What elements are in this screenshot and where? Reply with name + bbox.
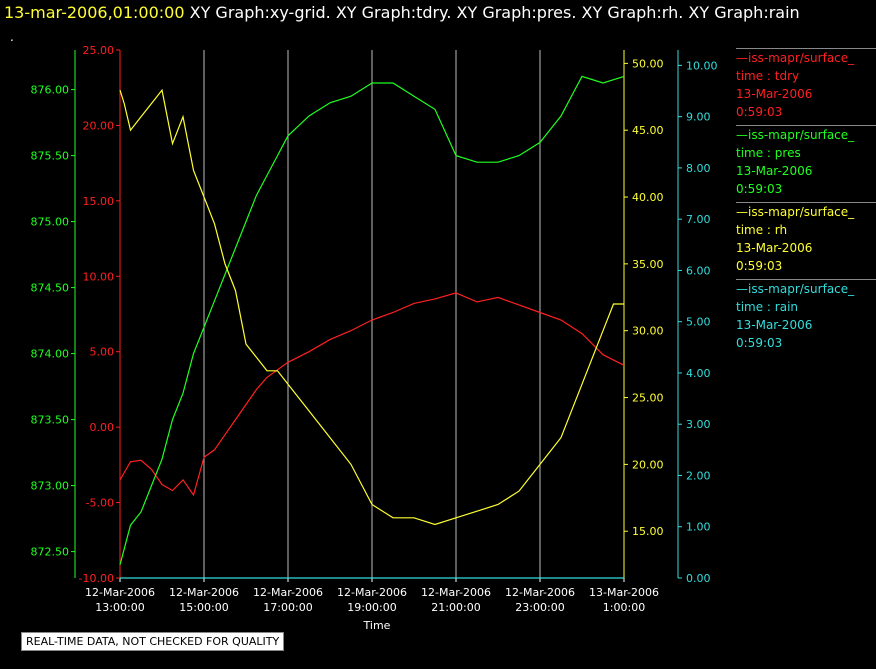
series-line-tdry (119, 292, 625, 497)
y-tick-label-tdry: 5.00 (90, 346, 115, 359)
x-axis-label: Time (363, 619, 391, 632)
legend-entry-0: —iss-mapr/surface_time : tdry 13-Mar-2006… (736, 48, 876, 121)
header-dot: . (10, 30, 14, 44)
y-tick-label-rain: 1.00 (686, 521, 711, 534)
y-tick-label-rain: 0.00 (686, 572, 711, 585)
y-tick-label-rh: 35.00 (632, 258, 664, 271)
y-tick-label-tdry: 20.00 (83, 119, 115, 132)
x-tick-time: 13:00:00 (95, 601, 144, 614)
legend-line1: —iss-mapr/surface_ (736, 282, 855, 296)
y-tick-label-rh: 25.00 (632, 392, 664, 405)
legend-line2: time : pres (736, 146, 801, 160)
y-tick-label-rain: 9.00 (686, 111, 711, 124)
legend-line3: 13-Mar-2006 (736, 241, 813, 255)
y-tick-label-pres: 873.50 (31, 414, 70, 427)
x-tick-time: 23:00:00 (515, 601, 564, 614)
x-tick-date: 12-Mar-2006 (421, 586, 491, 599)
legend-line3: 13-Mar-2006 (736, 318, 813, 332)
y-tick-label-rh: 30.00 (632, 325, 664, 338)
legend-line3: 13-Mar-2006 (736, 87, 813, 101)
x-tick-date: 12-Mar-2006 (337, 586, 407, 599)
legend-line1: —iss-mapr/surface_ (736, 205, 855, 219)
x-tick-time: 19:00:00 (347, 601, 396, 614)
y-tick-label-pres: 876.00 (31, 84, 70, 97)
y-tick-label-rh: 15.00 (632, 525, 664, 538)
y-tick-label-rh: 50.00 (632, 57, 664, 70)
legend-line2: time : rh (736, 223, 788, 237)
legend-entry-3: —iss-mapr/surface_time : rain 13-Mar-2006… (736, 279, 876, 352)
y-tick-label-pres: 872.50 (31, 546, 70, 559)
legend-line1: —iss-mapr/surface_ (736, 51, 855, 65)
y-tick-label-rain: 3.00 (686, 418, 711, 431)
x-tick-date: 13-Mar-2006 (589, 586, 659, 599)
y-tick-label-pres: 873.00 (31, 480, 70, 493)
legend-line4: 0:59:03 (736, 105, 783, 119)
legend-line3: 13-Mar-2006 (736, 164, 813, 178)
y-tick-label-rain: 8.00 (686, 162, 711, 175)
legend: —iss-mapr/surface_ time : tdry 13-Mar-2006… (736, 48, 876, 356)
x-tick-time: 17:00:00 (263, 601, 312, 614)
y-tick-label-tdry: 25.00 (83, 44, 115, 57)
legend-line2: time : tdry (736, 69, 800, 83)
x-tick-date: 12-Mar-2006 (505, 586, 575, 599)
series-line-rh (119, 88, 624, 526)
y-tick-label-tdry: 15.00 (83, 195, 115, 208)
legend-line4: 0:59:03 (736, 259, 783, 273)
y-tick-label-pres: 874.00 (31, 348, 70, 361)
y-tick-label-pres: 874.50 (31, 282, 70, 295)
y-tick-label-tdry: -10.00 (79, 572, 114, 585)
y-tick-label-rain: 7.00 (686, 213, 711, 226)
y-tick-label-tdry: -5.00 (86, 497, 114, 510)
x-tick-time: 21:00:00 (431, 601, 480, 614)
header-datetime: 13-mar-2006,01:00:00 (4, 3, 185, 22)
y-tick-label-pres: 875.50 (31, 150, 70, 163)
y-tick-label-rain: 4.00 (686, 367, 711, 380)
legend-line2: time : rain (736, 300, 799, 314)
legend-entry-2: —iss-mapr/surface_time : rh 13-Mar-2006 0:… (736, 202, 876, 275)
y-tick-label-rain: 6.00 (686, 264, 711, 277)
y-tick-label-rain: 2.00 (686, 469, 711, 482)
y-tick-label-pres: 875.00 (31, 216, 70, 229)
header-graph-list: XY Graph:xy-grid. XY Graph:tdry. XY Grap… (189, 3, 800, 22)
legend-line1: —iss-mapr/surface_ (736, 128, 855, 142)
y-tick-label-rain: 10.00 (686, 59, 718, 72)
quality-warning-label: REAL-TIME DATA, NOT CHECKED FOR QUALITY (21, 632, 285, 651)
x-tick-date: 12-Mar-2006 (169, 586, 239, 599)
legend-line4: 0:59:03 (736, 336, 783, 350)
y-tick-label-rain: 5.00 (686, 316, 711, 329)
y-tick-label-rh: 40.00 (632, 191, 664, 204)
legend-line4: 0:59:03 (736, 182, 783, 196)
x-tick-time: 15:00:00 (179, 601, 228, 614)
legend-entry-1: —iss-mapr/surface_time : pres 13-Mar-2006… (736, 125, 876, 198)
x-tick-date: 12-Mar-2006 (253, 586, 323, 599)
y-tick-label-rh: 45.00 (632, 124, 664, 137)
x-tick-time: 1:00:00 (603, 601, 645, 614)
y-tick-label-tdry: 10.00 (83, 270, 115, 283)
y-tick-label-rh: 20.00 (632, 458, 664, 471)
chart-header: 13-mar-2006,01:00:00 XY Graph:xy-grid. X… (4, 3, 800, 22)
y-tick-label-tdry: 0.00 (90, 421, 115, 434)
x-tick-date: 12-Mar-2006 (85, 586, 155, 599)
series-line-pres (119, 75, 625, 565)
